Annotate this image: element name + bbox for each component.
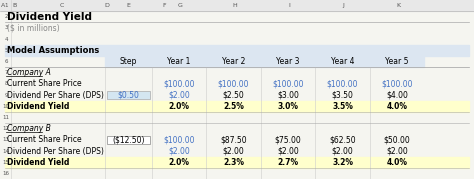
Text: B: B [12,3,17,8]
Text: 3.5%: 3.5% [332,102,353,111]
Text: G: G [178,3,183,8]
Text: D: D [104,3,109,8]
Text: $2.00: $2.00 [277,147,299,156]
Text: $100.00: $100.00 [164,79,195,88]
Text: $2.00: $2.00 [223,147,245,156]
Bar [107,91,149,99]
Text: Model Assumptions: Model Assumptions [8,46,100,55]
Text: H: H [232,3,237,8]
Text: $2.00: $2.00 [386,147,408,156]
Text: 13: 13 [2,137,9,142]
Bar [0,0,474,11]
Text: $100.00: $100.00 [164,135,195,144]
Text: 8: 8 [4,81,8,86]
Text: 6: 6 [4,59,8,64]
Text: Year 4: Year 4 [331,57,354,66]
Text: 15: 15 [2,160,9,165]
Text: Year 2: Year 2 [222,57,245,66]
Text: 2: 2 [4,14,8,19]
Text: C: C [60,3,64,8]
Bar [107,136,149,144]
Text: 4: 4 [4,37,8,42]
Text: Dividend Yield: Dividend Yield [8,12,92,22]
Text: $3.50: $3.50 [332,91,354,100]
Bar [5,157,469,168]
Text: Step: Step [119,57,137,66]
Text: 2.0%: 2.0% [169,102,190,111]
Text: Year 1: Year 1 [167,57,191,66]
Text: 2.7%: 2.7% [277,158,299,167]
Text: 3.2%: 3.2% [332,158,353,167]
Text: E: E [126,3,130,8]
Text: 10: 10 [2,104,9,109]
Text: K: K [396,3,400,8]
Text: 14: 14 [2,149,9,154]
Text: $2.00: $2.00 [168,147,190,156]
Text: 11: 11 [2,115,9,120]
Text: Dividend Yield: Dividend Yield [8,102,70,111]
Text: $100.00: $100.00 [327,79,358,88]
Text: 16: 16 [2,171,9,176]
Text: ($ in millions): ($ in millions) [8,23,60,32]
Text: $87.50: $87.50 [220,135,247,144]
Text: Current Share Price: Current Share Price [8,79,82,88]
Bar [5,45,469,56]
Bar [104,56,424,67]
Text: 12: 12 [2,126,9,131]
Text: 7: 7 [4,70,8,75]
Text: $3.00: $3.00 [277,91,299,100]
Text: 2.5%: 2.5% [223,102,244,111]
Text: 5: 5 [4,48,8,53]
Text: Year 3: Year 3 [276,57,300,66]
Text: Company A: Company A [8,68,51,77]
Text: $0.50: $0.50 [117,91,139,100]
Text: 1: 1 [4,3,8,8]
Text: Dividend Per Share (DPS): Dividend Per Share (DPS) [8,91,104,100]
Text: $2.00: $2.00 [332,147,354,156]
Text: ($12.50): ($12.50) [112,135,145,144]
Text: $2.00: $2.00 [168,91,190,100]
Text: 4.0%: 4.0% [386,158,408,167]
Text: 9: 9 [4,93,8,98]
Text: $50.00: $50.00 [383,135,410,144]
Text: Year 5: Year 5 [385,57,409,66]
Text: 3: 3 [4,25,8,30]
Text: Dividend Per Share (DPS): Dividend Per Share (DPS) [8,147,104,156]
Text: F: F [162,3,165,8]
Text: $75.00: $75.00 [275,135,301,144]
Text: 3.0%: 3.0% [278,102,299,111]
Text: Company B: Company B [8,124,51,133]
Text: $100.00: $100.00 [273,79,304,88]
Text: $4.00: $4.00 [386,91,408,100]
Text: $100.00: $100.00 [218,79,249,88]
Text: J: J [343,3,345,8]
Text: Current Share Price: Current Share Price [8,135,82,144]
Bar [5,101,469,112]
Text: 2.0%: 2.0% [169,158,190,167]
Text: Dividend Yield: Dividend Yield [8,158,70,167]
Text: $62.50: $62.50 [329,135,356,144]
Text: $100.00: $100.00 [381,79,413,88]
Text: $2.50: $2.50 [223,91,245,100]
Text: 4.0%: 4.0% [386,102,408,111]
Text: 2.3%: 2.3% [223,158,244,167]
Text: A: A [0,3,5,8]
Text: I: I [288,3,290,8]
